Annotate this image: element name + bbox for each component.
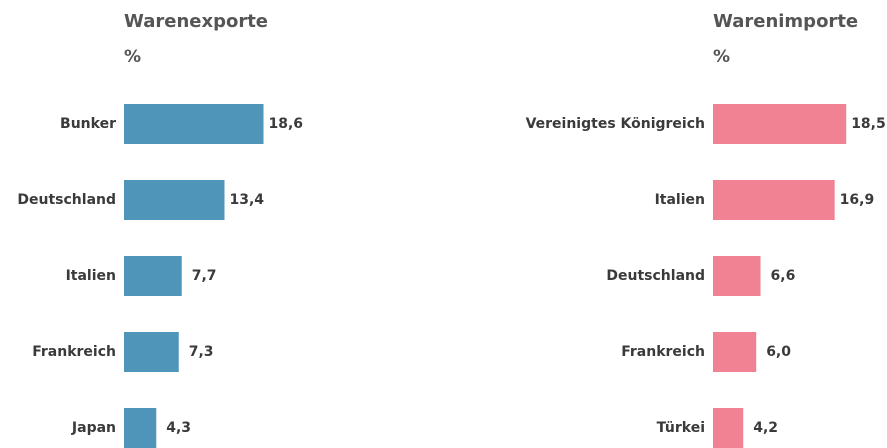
category-label: Deutschland xyxy=(606,268,705,284)
value-label: 18,5 xyxy=(851,116,886,132)
value-label: 4,3 xyxy=(166,420,191,436)
bar xyxy=(124,256,182,296)
category-label: Italien xyxy=(655,192,705,208)
bar xyxy=(124,180,225,220)
bar xyxy=(713,332,757,372)
category-label: Frankreich xyxy=(621,344,705,360)
bar xyxy=(124,408,157,448)
chart-subtitle: % xyxy=(713,47,730,67)
bar xyxy=(713,104,847,144)
bar xyxy=(713,180,835,220)
value-label: 13,4 xyxy=(230,192,265,208)
category-label: Japan xyxy=(71,420,116,436)
value-label: 7,3 xyxy=(189,344,214,360)
category-label: Bunker xyxy=(60,116,116,132)
chart-subtitle: % xyxy=(124,47,141,67)
category-label: Deutschland xyxy=(17,192,116,208)
category-label: Türkei xyxy=(657,420,705,436)
bar xyxy=(124,104,264,144)
chart-title: Warenimporte xyxy=(713,11,858,32)
value-label: 7,7 xyxy=(192,268,217,284)
value-label: 4,2 xyxy=(753,420,778,436)
chart-title: Warenexporte xyxy=(124,11,268,32)
value-label: 18,6 xyxy=(269,116,304,132)
value-label: 6,0 xyxy=(766,344,791,360)
bar xyxy=(713,408,744,448)
value-label: 16,9 xyxy=(840,192,875,208)
category-label: Frankreich xyxy=(32,344,116,360)
bar xyxy=(124,332,179,372)
bar xyxy=(713,256,761,296)
category-label: Vereinigtes Königreich xyxy=(526,116,705,132)
value-label: 6,6 xyxy=(771,268,796,284)
category-label: Italien xyxy=(66,268,116,284)
